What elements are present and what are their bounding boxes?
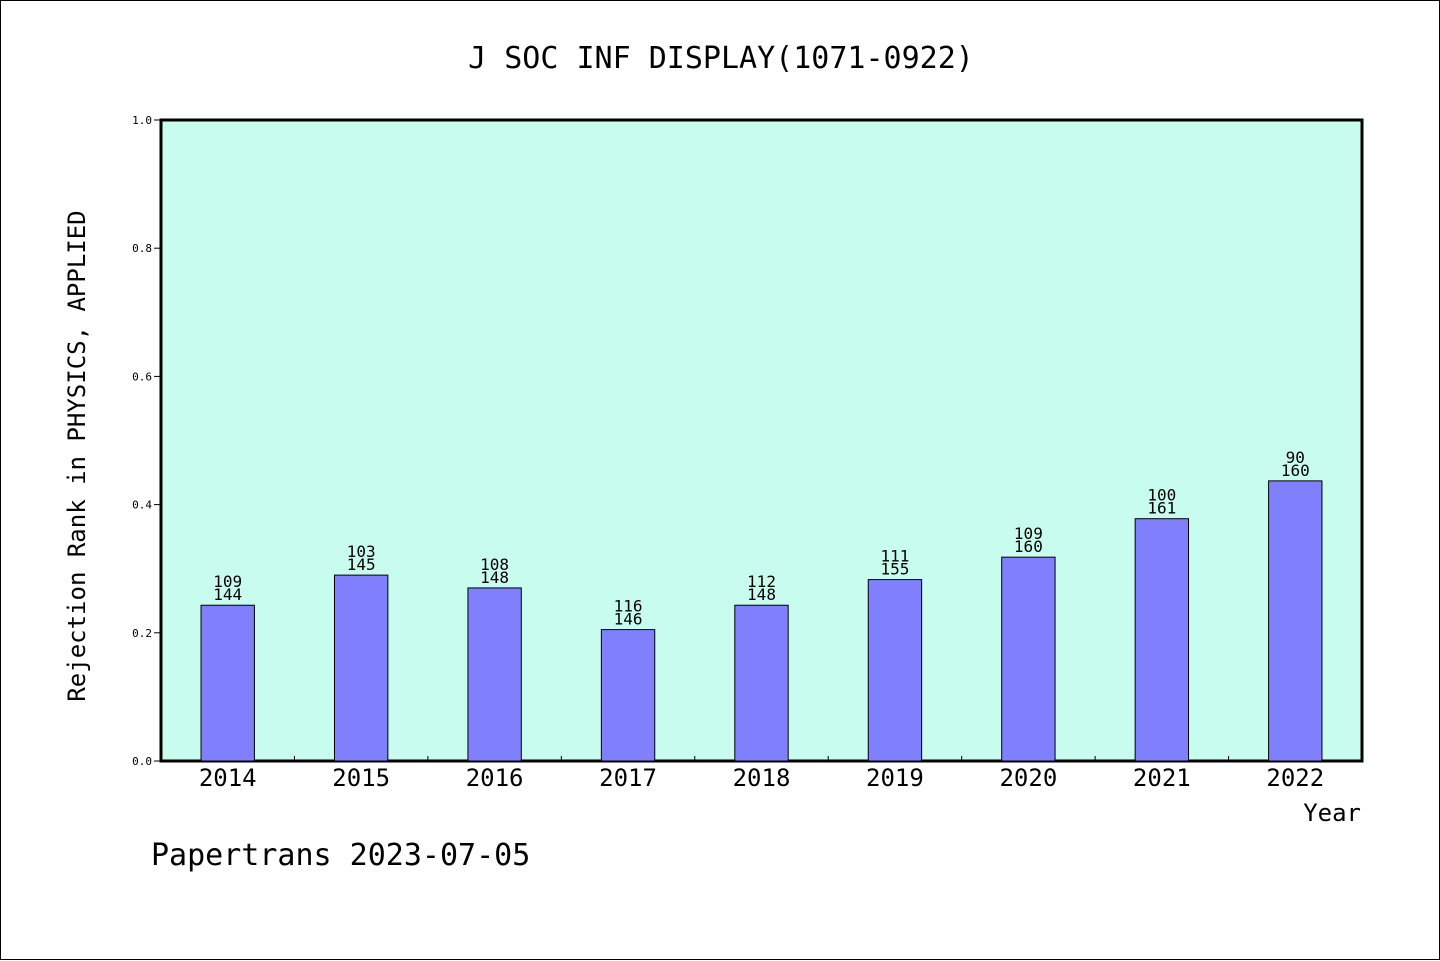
bar [200,604,255,762]
bar-label-bottom: 160 [1281,461,1310,480]
bar-label-bottom: 144 [213,585,242,604]
y-tick-label: 0.4 [132,499,152,512]
bar-label-top: 109 [213,572,242,591]
y-tick-label: 0.8 [132,242,152,255]
x-tick-label: 2019 [866,764,924,792]
x-tick-label: 2022 [1266,764,1324,792]
bar-label-bottom: 161 [1147,499,1176,518]
x-tick-label: 2014 [199,764,257,792]
bar [1134,518,1190,762]
x-tick-label: 2018 [733,764,791,792]
y-axis-label: Rejection Rank in PHYSICS, APPLIED [63,210,91,701]
bar-label-top: 103 [347,542,376,561]
x-tick-label: 2021 [1133,764,1191,792]
bar-label-top: 112 [747,572,776,591]
bar-label-top: 90 [1286,448,1305,467]
y-tick-label: 0.0 [132,755,152,768]
x-axis-label: Year [1303,799,1361,827]
bar [600,629,656,762]
bar-label-bottom: 146 [614,610,643,629]
x-tick-label: 2017 [599,764,657,792]
bar-label-bottom: 148 [747,585,776,604]
bar [467,587,522,762]
bar-label-bottom: 155 [880,560,909,579]
bar [1001,556,1056,762]
chart-title: J SOC INF DISPLAY(1071-0922) [468,41,974,76]
y-tick-label: 1.0 [132,114,152,127]
bar [333,574,389,762]
bar-label-top: 100 [1147,486,1176,505]
x-tick-label: 2016 [466,764,524,792]
y-tick-label: 0.6 [132,370,152,383]
bar-label-top: 109 [1014,524,1043,543]
bar [867,579,923,762]
x-tick-label: 2020 [999,764,1057,792]
bar-label-bottom: 145 [347,555,376,574]
bar-label-top: 116 [614,597,643,616]
ticks: 0.0 0.2 0.4 0.6 0.8 1.0 2014 2015 2016 2017 2018 20… [132,114,1324,792]
bar [734,604,789,762]
bar-label-top: 108 [480,555,509,574]
x-tick-label: 2015 [332,764,390,792]
bar-label-top: 111 [880,547,909,566]
bar [1268,480,1323,762]
bar-label-bottom: 160 [1014,537,1043,556]
footer-text: Papertrans 2023-07-05 [151,838,530,873]
bar-label-bottom: 148 [480,568,509,587]
y-tick-label: 0.2 [132,627,152,640]
